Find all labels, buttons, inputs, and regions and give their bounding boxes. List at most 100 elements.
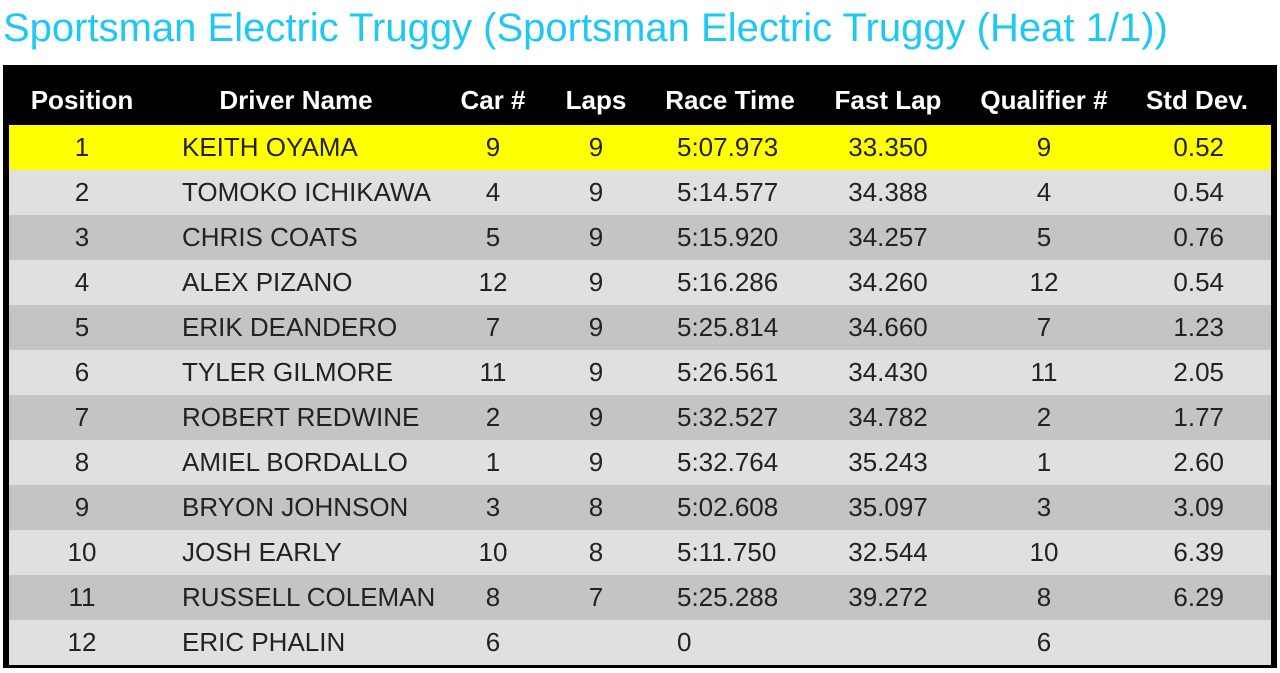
table-cell: 39.272 [848, 582, 928, 612]
table-cell: 8 [74, 447, 90, 477]
table-cell: 6 [74, 357, 90, 387]
table-cell: 1 [485, 447, 501, 477]
table-cell: 5:26.561 [677, 357, 779, 387]
column-header: Std Dev. [1145, 85, 1249, 115]
table-row: 3 CHRIS COATS 5 9 5:15.920 34.257 5 0.76 [9, 215, 1271, 260]
table-cell: 7 [74, 402, 90, 432]
table-cell: 7 [588, 582, 604, 612]
page-title: Sportsman Electric Truggy (Sportsman Ele… [3, 6, 1168, 50]
table-cell: 4 [74, 267, 90, 297]
table-cell: RUSSELL COLEMAN [182, 582, 436, 612]
table-cell: 9 [485, 132, 501, 162]
table-cell: 35.243 [848, 447, 928, 477]
table-cell: 2.05 [1173, 357, 1224, 387]
table-row: 12 ERIC PHALIN 6 0 6 [9, 620, 1271, 665]
table-cell: 1.23 [1173, 312, 1224, 342]
table-cell: 2.60 [1173, 447, 1224, 477]
table-cell: 0.52 [1173, 132, 1224, 162]
table-cell: 9 [588, 312, 604, 342]
table-cell: 8 [485, 582, 501, 612]
table-cell: ROBERT REDWINE [182, 402, 420, 432]
table-cell: 8 [588, 537, 604, 567]
column-header: Driver Name [219, 85, 373, 115]
table-cell: 5:02.608 [677, 492, 779, 522]
table-cell: 11 [68, 582, 96, 612]
table-cell: 3 [74, 222, 90, 252]
table-cell: 5:11.750 [677, 537, 777, 567]
table-row: 8 AMIEL BORDALLO 1 9 5:32.764 35.243 1 2.60 [9, 440, 1271, 485]
table-cell: 0.54 [1173, 267, 1224, 297]
table-cell: 2 [485, 402, 501, 432]
table-row: 11 RUSSELL COLEMAN 8 7 5:25.288 39.272 8 6.29 [9, 575, 1271, 620]
table-cell: 3 [1036, 492, 1052, 522]
column-header: Qualifier # [980, 85, 1108, 115]
table-cell: KEITH OYAMA [182, 132, 358, 162]
table-cell: 12 [67, 627, 97, 657]
column-header: Laps [565, 85, 627, 115]
table-cell: 12 [478, 267, 508, 297]
table-cell: 9 [588, 177, 604, 207]
table-cell: 0.54 [1173, 177, 1224, 207]
table-cell: 9 [588, 222, 604, 252]
table-cell: ERIC PHALIN [182, 627, 346, 657]
table-cell: 32.544 [848, 537, 928, 567]
column-header: Car # [460, 85, 526, 115]
table-row: 2 TOMOKO ICHIKAWA 4 9 5:14.577 34.388 4 0.54 [9, 170, 1271, 215]
table-cell: AMIEL BORDALLO [182, 447, 408, 477]
table-cell: 34.782 [848, 402, 928, 432]
header-row: Position Driver Name Car # Laps Race Time Fas… [3, 65, 1277, 125]
table-cell: 34.388 [848, 177, 928, 207]
table-cell: 5 [485, 222, 501, 252]
table-cell: 2 [1036, 402, 1052, 432]
table-cell: 5:32.764 [677, 447, 779, 477]
table-cell: 9 [588, 132, 604, 162]
table-cell: 0.76 [1173, 222, 1224, 252]
table-cell: 11 [479, 357, 507, 387]
table-cell: 5:25.288 [677, 582, 779, 612]
table-cell: 8 [1036, 582, 1052, 612]
table-cell: 34.257 [848, 222, 928, 252]
table-cell: 5:32.527 [677, 402, 779, 432]
table-cell: 9 [588, 402, 604, 432]
table-row: 5 ERIK DEANDERO 7 9 5:25.814 34.660 7 1.23 [9, 305, 1271, 350]
table-cell: 33.350 [848, 132, 928, 162]
table-cell: 9 [588, 447, 604, 477]
table-cell: 1 [74, 132, 90, 162]
column-header: Race Time [665, 85, 795, 115]
table-cell: 6 [485, 627, 501, 657]
table-cell: 10 [1029, 537, 1059, 567]
table-cell: 6.29 [1173, 582, 1224, 612]
table-row: 6 TYLER GILMORE 11 9 5:26.561 34.430 11 2.05 [9, 350, 1271, 395]
table-cell: 34.430 [848, 357, 928, 387]
table-row: 1 KEITH OYAMA 9 9 5:07.973 33.350 9 0.52 [9, 125, 1271, 170]
table-cell: 5 [1036, 222, 1052, 252]
table-cell: 5:14.577 [677, 177, 779, 207]
table-cell: 1.77 [1173, 402, 1224, 432]
column-header: Position [30, 85, 134, 115]
table-cell: 9 [74, 492, 90, 522]
table-cell: TYLER GILMORE [182, 357, 393, 387]
table-cell: 5:25.814 [677, 312, 779, 342]
table-cell: 6 [1036, 627, 1052, 657]
table-cell: 5 [74, 312, 90, 342]
table-cell: 4 [1036, 177, 1052, 207]
table-cell: 4 [485, 177, 501, 207]
table-cell: 3 [485, 492, 501, 522]
table-cell: 5:07.973 [677, 132, 779, 162]
table-cell: TOMOKO ICHIKAWA [182, 177, 431, 207]
table-cell: BRYON JOHNSON [182, 492, 409, 522]
table-cell: CHRIS COATS [182, 222, 358, 252]
table-cell: 3.09 [1173, 492, 1224, 522]
table-cell: 12 [1029, 267, 1059, 297]
table-cell: 6.39 [1173, 537, 1224, 567]
table-cell: 34.260 [848, 267, 928, 297]
table-cell: ERIK DEANDERO [182, 312, 398, 342]
column-header: Fast Lap [834, 85, 942, 115]
table-cell: JOSH EARLY [182, 537, 342, 567]
table-cell: ALEX PIZANO [182, 267, 353, 297]
table-cell: 5:15.920 [677, 222, 779, 252]
table-cell: 1 [1036, 447, 1052, 477]
table-row: 10 JOSH EARLY 10 8 5:11.750 32.544 10 6.39 [9, 530, 1271, 575]
table-cell: 10 [478, 537, 508, 567]
